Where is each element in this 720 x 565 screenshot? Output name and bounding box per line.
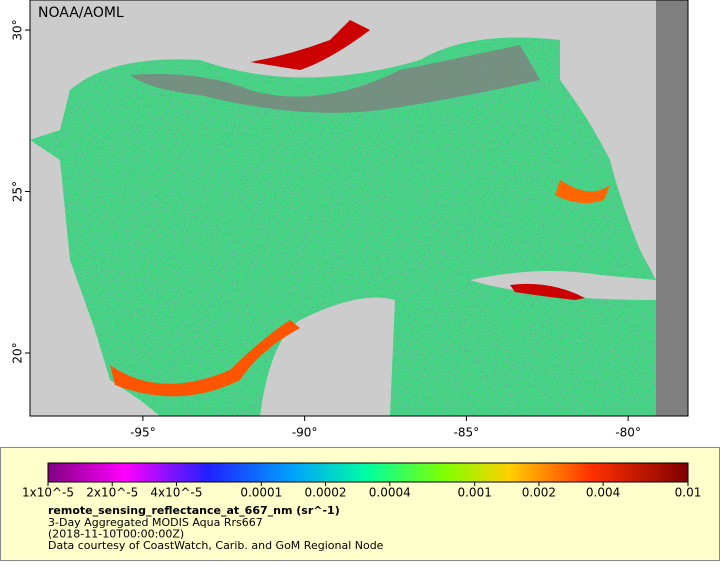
- x-tick-label: -80°: [615, 426, 641, 440]
- colorbar-tick-label: 0.004: [586, 486, 620, 500]
- map-area: NOAA/AOML: [30, 0, 688, 416]
- map-frame: [29, 0, 689, 417]
- colorbar-tick-label: 1x10^-5: [22, 486, 74, 500]
- colorbar-tick-label: 0.0001: [240, 486, 282, 500]
- legend-line: 3-Day Aggregated MODIS Aqua Rrs667: [48, 516, 263, 529]
- colorbar-tick-label: 0.01: [675, 486, 702, 500]
- colorbar-tick-label: 0.002: [522, 486, 556, 500]
- legend-line: Data courtesy of CoastWatch, Carib. and …: [48, 539, 384, 552]
- y-tick-label: 25°: [11, 181, 25, 202]
- variable-name: remote_sensing_reflectance_at_667_nm (sr…: [48, 504, 340, 517]
- colorbar-tick-label: 0.0002: [305, 486, 347, 500]
- colorbar-tick-label: 4x10^-5: [150, 486, 202, 500]
- y-tick-label: 20°: [11, 342, 25, 363]
- y-tick-label: 30°: [11, 19, 25, 40]
- source-label: NOAA/AOML: [38, 5, 124, 21]
- x-tick-label: -85°: [454, 426, 480, 440]
- legend-line: (2018-11-10T00:00:00Z): [48, 528, 184, 541]
- x-tick-label: -90°: [292, 426, 318, 440]
- colorbar-tick-label: 0.0004: [369, 486, 411, 500]
- colorbar-tick-label: 0.001: [457, 486, 491, 500]
- x-tick-label: -95°: [130, 426, 156, 440]
- colorbar: [47, 462, 689, 483]
- colorbar-tick-label: 2x10^-5: [86, 486, 138, 500]
